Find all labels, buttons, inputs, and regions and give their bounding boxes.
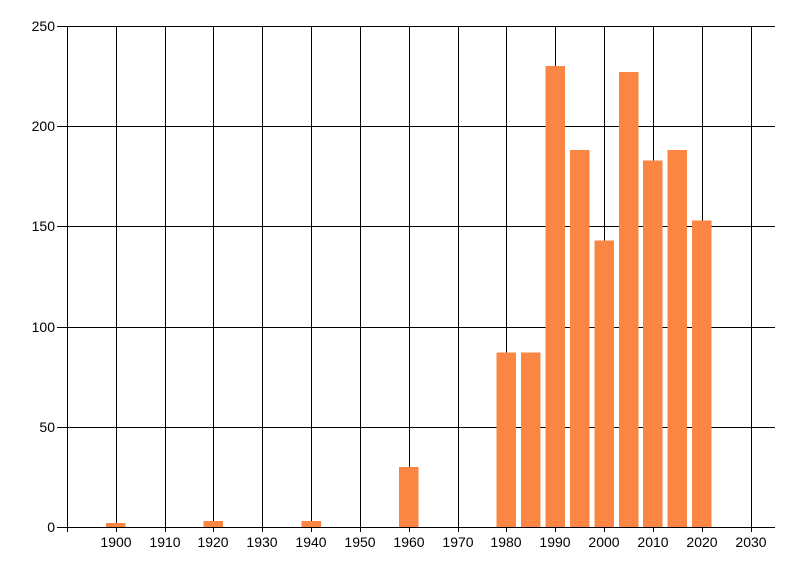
x-tick-label: 2020 [686, 534, 717, 550]
y-tick-label: 100 [32, 319, 56, 335]
x-tick-label: 2030 [735, 534, 766, 550]
y-tick-label: 200 [32, 118, 56, 134]
x-tick-label: 2000 [588, 534, 619, 550]
x-tick-label: 1950 [344, 534, 375, 550]
bar [692, 220, 712, 527]
x-tick-label: 1970 [442, 534, 473, 550]
bar [301, 521, 321, 527]
bar [594, 240, 614, 527]
bar [399, 466, 419, 527]
x-tick-label: 2010 [637, 534, 668, 550]
bar [545, 66, 565, 527]
bar [496, 352, 517, 527]
x-tick-label: 1910 [149, 534, 180, 550]
bar [203, 521, 224, 527]
x-tick-label: 1940 [295, 534, 326, 550]
x-tick-label: 1930 [246, 534, 277, 550]
bar [643, 160, 663, 528]
bar [618, 72, 639, 527]
x-tick-label: 1980 [490, 534, 521, 550]
x-tick-label: 1920 [197, 534, 228, 550]
x-tick-label: 1900 [100, 534, 131, 550]
y-tick-label: 50 [39, 419, 55, 435]
bar [521, 352, 541, 527]
y-tick-label: 0 [47, 519, 55, 535]
bar [667, 150, 688, 527]
x-tick-label: 1960 [393, 534, 424, 550]
y-tick-label: 150 [32, 218, 56, 234]
y-tick-label: 250 [32, 18, 56, 34]
bar [569, 150, 590, 527]
bar [106, 523, 126, 527]
x-tick-label: 1990 [539, 534, 570, 550]
